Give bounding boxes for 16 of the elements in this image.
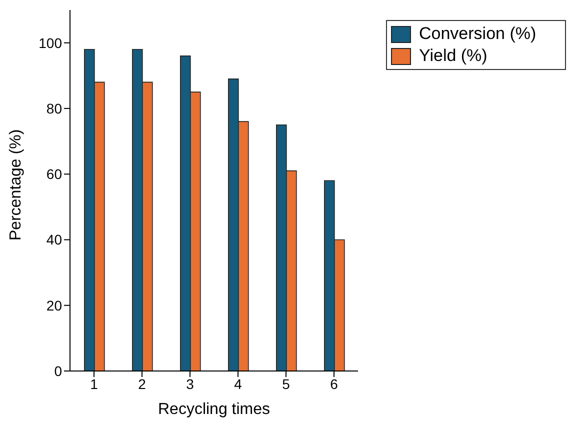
x-tick-label: 6 xyxy=(330,376,338,392)
y-tick-label: 100 xyxy=(38,34,62,51)
y-axis-title: Percentage (%) xyxy=(8,129,25,240)
x-tick-label: 5 xyxy=(282,376,290,392)
x-tick-label: 4 xyxy=(234,376,242,392)
x-tick-label: 1 xyxy=(90,376,98,392)
x-tick-label: 2 xyxy=(138,376,146,392)
legend-label: Yield (%) xyxy=(418,45,488,67)
y-tick-label: 20 xyxy=(46,297,62,314)
x-tick-label: 3 xyxy=(186,376,194,392)
y-tick-label: 60 xyxy=(46,166,62,182)
y-tick-label: 80 xyxy=(46,100,62,116)
x-axis-title: Recycling times xyxy=(158,401,270,418)
y-tick-label: 40 xyxy=(46,232,62,248)
y-tick-label: 0 xyxy=(54,362,62,379)
legend-label: Conversion (%) xyxy=(418,23,538,45)
